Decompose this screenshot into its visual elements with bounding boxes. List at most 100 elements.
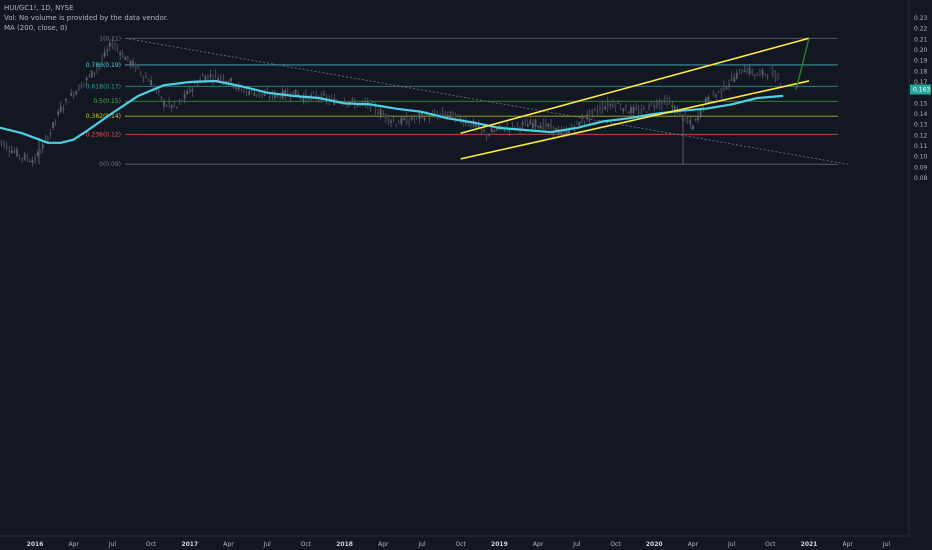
candle-body-73 (183, 93, 186, 99)
candle-body-270 (692, 125, 694, 130)
y-tick-label-3: 0.20 (914, 47, 928, 54)
candle-body-156 (397, 123, 400, 125)
candle-body-155 (395, 124, 398, 126)
candle-body-243 (622, 108, 625, 112)
channel-lower-line (460, 80, 810, 160)
candle-body-263 (673, 106, 676, 113)
candle-body-232 (593, 108, 596, 110)
candle-body-288 (738, 68, 741, 70)
candle-body-225 (575, 121, 578, 123)
candle-body-297 (761, 70, 764, 76)
candle-body-160 (408, 121, 410, 124)
candle-body-4 (5, 144, 8, 149)
candle-body-167 (426, 113, 429, 116)
candle-body-18 (41, 144, 44, 149)
candle-body-29 (70, 93, 73, 96)
candle-body-277 (710, 100, 712, 103)
candle-body-293 (751, 70, 754, 75)
candle-body-253 (648, 103, 650, 110)
candle-body-148 (377, 112, 380, 114)
candle-body-84 (212, 78, 214, 81)
candle-body-99 (250, 89, 253, 91)
candle-body-219 (560, 129, 563, 135)
y-tick-label-10: 0.13 (914, 122, 928, 129)
candle-body-271 (694, 119, 697, 121)
candle-body-32 (77, 85, 80, 91)
x-axis: 2016 Apr Jul Oct 2017 Apr Jul Oct 2018 Apr Jul Oct 2… (27, 541, 891, 548)
y-tick-label-14: 0.09 (914, 164, 928, 171)
candle-body-268 (686, 120, 689, 122)
candle-body-235 (601, 104, 604, 110)
candle-body-204 (521, 122, 524, 126)
candle-body-234 (599, 107, 601, 111)
candle-body-24 (57, 111, 60, 115)
x-tick-label-21: Apr (843, 541, 854, 548)
candle-body-172 (439, 113, 441, 116)
candle-body-97 (245, 89, 248, 92)
candle-body-130 (330, 98, 333, 100)
candle-body-12 (26, 157, 29, 159)
candle-body-16 (36, 152, 39, 156)
x-tick-label-16: 2020 (646, 541, 663, 548)
candle-body-252 (645, 111, 648, 113)
chart-legend: HUI/GC1!, 1D, NYSE Vol: No volume is pro… (4, 3, 168, 33)
candle-body-192 (490, 128, 493, 133)
candle-body-104 (263, 93, 266, 96)
candle-body-26 (62, 108, 65, 110)
candle-body-242 (619, 107, 622, 109)
candle-body-168 (428, 117, 431, 120)
fib-level-label-0: 1(0.21) (99, 35, 121, 42)
candle-body-230 (588, 111, 591, 119)
candle-body-47 (116, 48, 119, 50)
candle-body-205 (524, 121, 527, 123)
candle-body-88 (222, 77, 225, 82)
candle-body-44 (108, 42, 111, 47)
candle-body-226 (578, 121, 581, 126)
candle-body-40 (98, 64, 101, 66)
candle-body-240 (614, 103, 617, 108)
candle-body-275 (704, 97, 707, 103)
candle-body-36 (88, 75, 91, 76)
y-tick-label-1: 0.22 (914, 26, 928, 33)
candle-body-17 (39, 152, 42, 154)
candle-body-127 (323, 93, 325, 96)
candle-body-292 (748, 67, 751, 74)
candle-body-258 (661, 102, 663, 106)
y-tick-label-15: 0.08 (914, 175, 928, 182)
candle-body-304 (779, 85, 782, 87)
candle-body-94 (237, 84, 240, 90)
y-tick-label-13: 0.10 (914, 154, 928, 161)
candle-body-51 (126, 55, 129, 60)
candle-body-175 (446, 114, 449, 115)
x-tick-label-15: Oct (610, 541, 621, 548)
x-tick-label-17: Apr (688, 541, 699, 548)
candle-body-272 (697, 115, 699, 121)
candle-body-241 (617, 102, 619, 104)
last-price-badge (910, 84, 931, 95)
candle-body-69 (173, 102, 176, 106)
candle-body-295 (756, 73, 759, 77)
candle-body-45 (111, 43, 114, 47)
candle-body-87 (219, 76, 222, 79)
candle-body-112 (284, 90, 287, 97)
candle-body-244 (624, 104, 627, 111)
x-tick-label-11: Oct (456, 541, 467, 548)
x-tick-label-10: Jul (417, 541, 426, 548)
candle-body-101 (255, 94, 258, 96)
candle-body-52 (129, 60, 132, 65)
candle-body-154 (392, 120, 395, 122)
candle-body-70 (176, 107, 178, 108)
candle-body-298 (764, 73, 767, 75)
x-tick-label-8: 2018 (336, 541, 353, 548)
candle-body-249 (637, 110, 640, 114)
candle-body-48 (119, 52, 122, 56)
candle-body-59 (147, 80, 150, 82)
candle-body-55 (137, 65, 140, 69)
y-tick-label-4: 0.19 (914, 58, 928, 65)
candle-body-53 (132, 61, 134, 67)
ma-200-line (0, 79, 784, 144)
fib-level-label-5: 0.236(0.12) (86, 131, 121, 138)
candle-body-30 (72, 92, 75, 97)
candle-body-78 (196, 82, 199, 86)
